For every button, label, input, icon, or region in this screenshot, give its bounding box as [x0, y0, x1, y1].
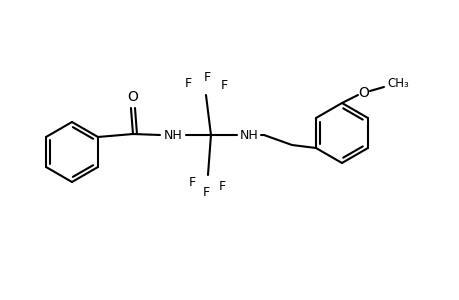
Text: F: F — [203, 70, 210, 83]
Text: NH: NH — [239, 128, 258, 142]
Text: F: F — [188, 176, 195, 190]
Text: CH₃: CH₃ — [386, 76, 408, 89]
Text: O: O — [127, 90, 138, 104]
Text: F: F — [220, 79, 227, 92]
Text: F: F — [184, 76, 191, 89]
Text: F: F — [202, 187, 209, 200]
Text: O: O — [358, 86, 369, 100]
Text: F: F — [218, 181, 225, 194]
Text: NH: NH — [163, 128, 182, 142]
